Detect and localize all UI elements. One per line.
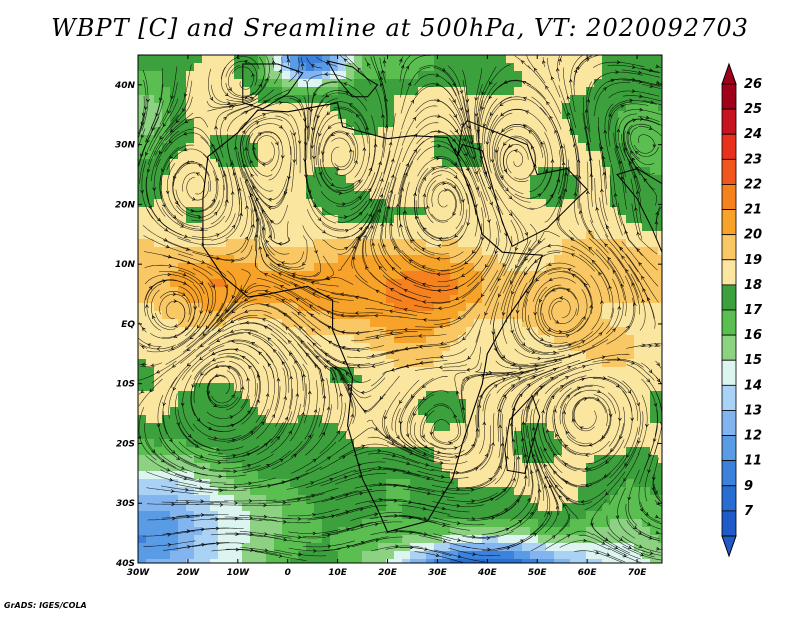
lon-tick-label: 20W <box>177 568 201 578</box>
colorbar-label: 14 <box>744 378 762 393</box>
iberia-coastline <box>242 63 304 110</box>
colorbar-label: 9 <box>744 479 753 494</box>
colorbar-label: 20 <box>744 228 762 243</box>
colorbar-label: 24 <box>744 127 762 142</box>
colorbar-segment <box>721 410 737 436</box>
colorbar-label: 19 <box>744 253 762 268</box>
colorbar-label: 26 <box>744 77 762 92</box>
streamlines <box>138 55 662 563</box>
colorbar-label: 7 <box>744 504 754 519</box>
lat-tick-label: 40S <box>115 559 135 569</box>
colorbar-segment <box>721 435 737 462</box>
lat-tick-label: 20N <box>115 200 136 210</box>
italy-coastline <box>326 60 379 98</box>
lon-tick-label: 20E <box>378 568 398 578</box>
colorbar-label: 12 <box>744 429 762 444</box>
colorbar-label: 18 <box>744 278 762 293</box>
colorbar-label: 17 <box>744 303 763 318</box>
africa-coastline <box>202 102 543 533</box>
madagascar-coastline <box>504 394 541 474</box>
axis-ticks: 30W 20W 10W 0 10E 20E 30E 40E 50E 60E 70E 40N 30N 20N… <box>114 55 662 578</box>
map-panel <box>138 55 662 563</box>
wbpt-shading <box>138 55 662 563</box>
colorbar-segment <box>721 184 737 210</box>
lon-tick-label: 30E <box>428 568 448 578</box>
lat-tick-label: 40N <box>114 81 136 91</box>
colorbar-segment <box>721 259 737 286</box>
colorbar-label: 11 <box>744 454 762 469</box>
colorbar-segment <box>721 309 737 336</box>
colorbar-label: 23 <box>744 152 762 167</box>
lon-tick-label: 60E <box>578 568 598 578</box>
lat-tick-label: EQ <box>121 320 135 330</box>
lon-tick-label: 30W <box>127 568 151 578</box>
chart-title: WBPT [C] and Sreamline at 500hPa, VT: 20… <box>51 14 749 42</box>
lon-tick-label: 0 <box>285 568 291 578</box>
colorbar-label: 15 <box>744 353 762 368</box>
colorbar-segment <box>721 284 737 311</box>
colorbar-arrow-up-icon <box>721 62 737 85</box>
coastlines <box>202 60 662 533</box>
colorbar-segment <box>721 359 737 386</box>
colorbar-segment <box>721 460 737 487</box>
lat-tick-label: 10S <box>116 380 135 390</box>
map-frame <box>137 54 663 564</box>
grads-credit: GrADS: IGES/COLA <box>4 601 87 610</box>
lon-tick-label: 10E <box>328 568 348 578</box>
colorbar-segment <box>721 485 737 512</box>
lon-tick-label: 70E <box>628 568 648 578</box>
lat-tick-label: 20S <box>116 439 135 449</box>
colorbar-label: 25 <box>744 102 762 117</box>
lat-tick-label: 30N <box>115 141 136 151</box>
colorbar-segment <box>721 83 737 110</box>
colorbar-label: 22 <box>744 177 762 192</box>
colorbar-segment <box>721 510 737 537</box>
colorbar-segment <box>721 133 737 160</box>
arabia-coastline <box>456 120 588 247</box>
lat-tick-label: 30S <box>116 499 135 509</box>
colorbar: 26 25 24 23 22 21 20 19 18 17 16 15 14 13 12 11 9 7 <box>721 62 763 558</box>
lon-tick-label: 40E <box>477 568 498 578</box>
colorbar-segment <box>721 384 737 411</box>
lat-tick-label: 10N <box>115 260 136 270</box>
colorbar-segment <box>721 334 737 361</box>
india-coastline <box>616 168 662 254</box>
colorbar-segment <box>721 108 737 135</box>
lon-tick-label: 10W <box>227 568 251 578</box>
colorbar-label: 21 <box>744 203 762 218</box>
colorbar-label: 13 <box>744 403 762 418</box>
colorbar-label: 16 <box>744 328 762 343</box>
colorbar-segment <box>721 158 737 185</box>
colorbar-segment <box>721 209 737 236</box>
colorbar-arrow-down-icon <box>721 535 737 558</box>
colorbar-segment <box>721 234 737 261</box>
lon-tick-label: 50E <box>528 568 548 578</box>
